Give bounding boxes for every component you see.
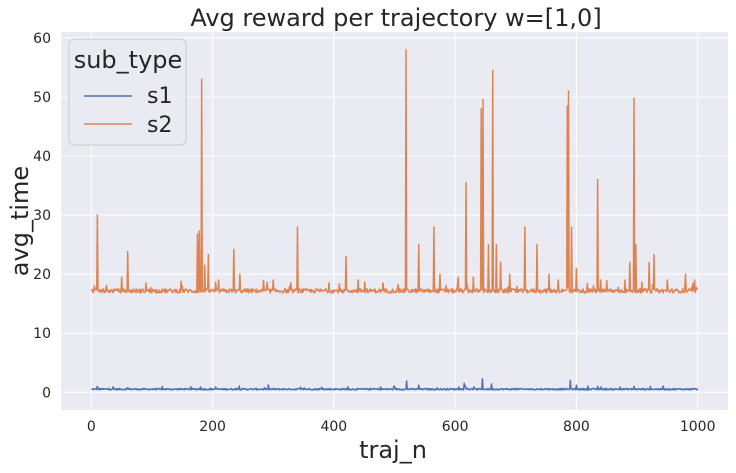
- y-axis-label: avg_time: [6, 166, 34, 276]
- x-tick-label: 200: [199, 419, 226, 435]
- x-tick-label: 0: [87, 419, 96, 435]
- x-tick-label: 400: [320, 419, 347, 435]
- legend-box: [68, 38, 187, 146]
- legend-title: sub_type: [74, 46, 183, 74]
- x-tick-label: 600: [442, 419, 469, 435]
- legend-label-s2: s2: [147, 113, 172, 138]
- series-line-s2: [91, 48, 699, 294]
- y-tick-label: 0: [42, 385, 51, 401]
- y-tick-labels: 0 10 20 30 40 50 60: [33, 31, 51, 401]
- series-line-s1: [91, 377, 699, 391]
- x-tick-label: 1000: [680, 419, 716, 435]
- legend-label-s1: s1: [147, 84, 172, 109]
- y-tick-label: 60: [33, 31, 51, 47]
- x-tick-label: 800: [563, 419, 590, 435]
- y-tick-label: 50: [33, 90, 51, 106]
- y-tick-label: 10: [33, 326, 51, 342]
- legend: sub_type s1 s2: [68, 38, 187, 146]
- y-tick-label: 40: [33, 149, 51, 165]
- chart-title: Avg reward per trajectory w=[1,0]: [190, 4, 601, 32]
- grid: [61, 32, 728, 410]
- y-tick-label: 20: [33, 267, 51, 283]
- series-layer: [91, 48, 699, 391]
- y-tick-label: 30: [33, 208, 51, 224]
- x-axis-label: traj_n: [359, 436, 427, 464]
- x-tick-labels: 0 200 400 600 800 1000: [87, 419, 716, 435]
